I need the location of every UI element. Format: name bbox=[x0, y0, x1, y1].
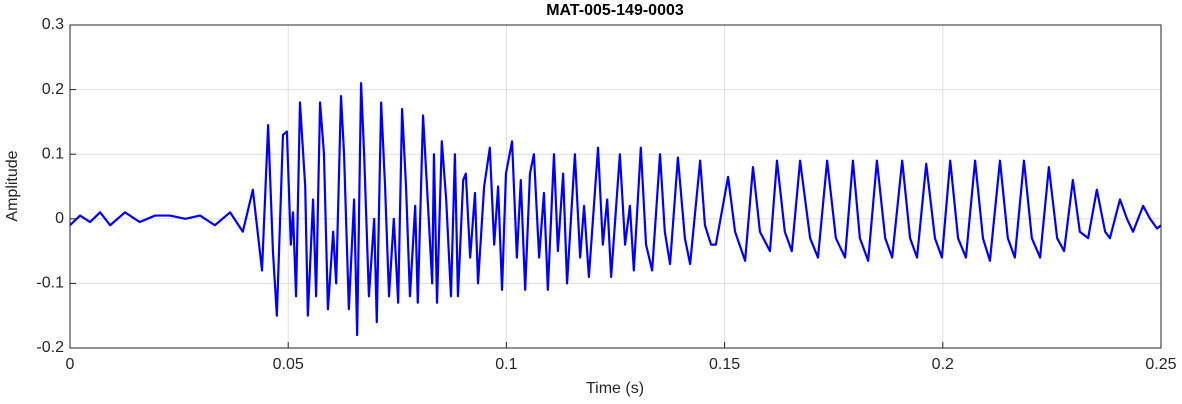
x-tick-label: 0.2 bbox=[932, 356, 954, 373]
y-axis-label: Amplitude bbox=[4, 150, 21, 221]
plot bbox=[69, 82, 1162, 337]
x-tick-label: 0.1 bbox=[495, 356, 517, 373]
x-tick-label: 0.05 bbox=[273, 356, 304, 373]
plot-frame bbox=[69, 24, 1162, 349]
x-tick-label: 0 bbox=[66, 356, 75, 373]
x-tick-label: 0.25 bbox=[1145, 356, 1176, 373]
y-tick-label: -0.2 bbox=[36, 339, 64, 356]
x-axis-label: Time (s) bbox=[586, 380, 644, 397]
x-tick-label: 0.15 bbox=[709, 356, 740, 373]
y-tick-label: 0.1 bbox=[42, 145, 64, 162]
chart-title: MAT-005-149-0003 bbox=[546, 2, 684, 19]
y-tick-label: -0.1 bbox=[36, 275, 64, 292]
y-tick-label: 0.2 bbox=[42, 81, 64, 98]
waveform-line bbox=[69, 82, 1162, 337]
y-tick-label: 0.3 bbox=[42, 16, 64, 33]
y-tick-label: 0 bbox=[55, 210, 64, 227]
